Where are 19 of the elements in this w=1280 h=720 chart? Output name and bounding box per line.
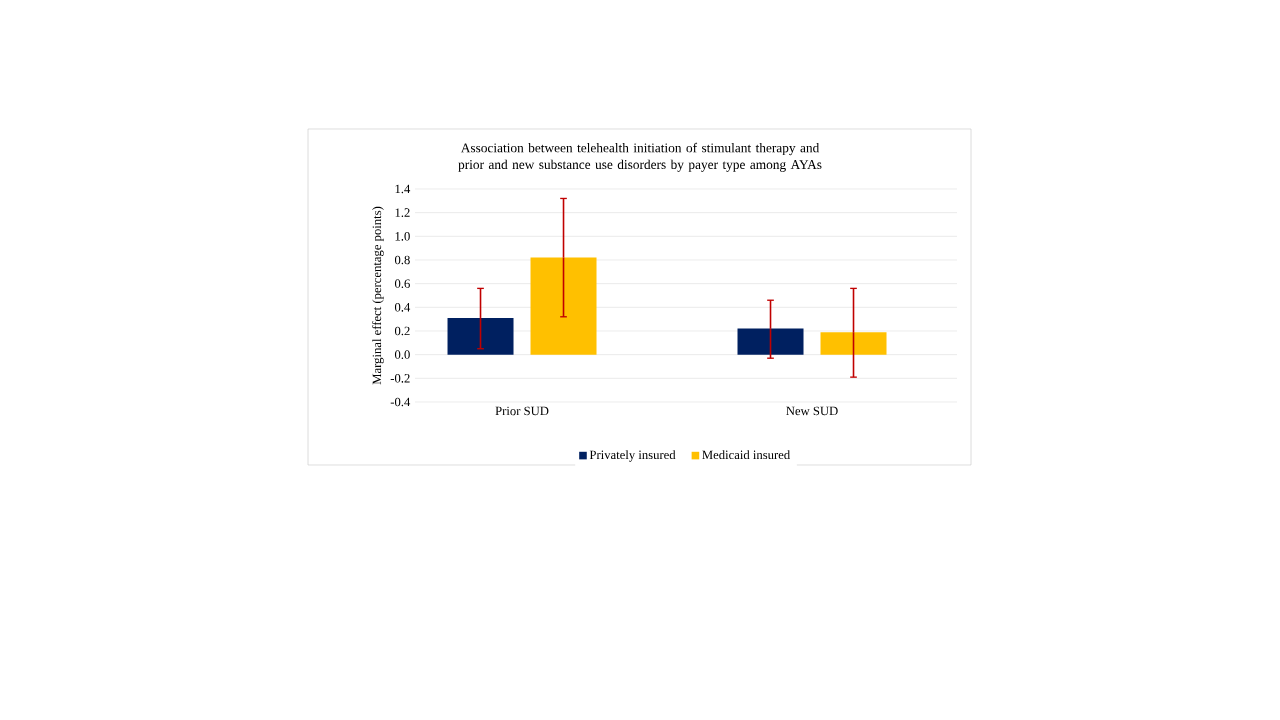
- y-tick-label: 0.4: [394, 303, 411, 312]
- bar: [820, 332, 887, 355]
- chart-title: Association between telehealth initiation of stimulant therapy and prior and new substance use disorders by payer type among AYAs: [458, 142, 822, 172]
- y-tick-label: 1.2: [395, 208, 410, 217]
- y-tick-label: -0.4: [390, 397, 411, 407]
- legend-label: Medicaid insured: [702, 450, 791, 460]
- y-tick-label: 1.4: [395, 184, 411, 194]
- bar: [737, 328, 804, 355]
- legend-label: Privately insured: [589, 450, 676, 462]
- y-tick-label: -0.2: [390, 374, 410, 383]
- y-axis-title: Marginal effect (percentage points): [372, 206, 384, 385]
- y-tick-label: 0.0: [394, 350, 410, 359]
- y-tick-label: 0.8: [394, 255, 410, 265]
- x-tick-label: Prior SUD: [495, 406, 549, 416]
- y-tick-label: 0.2: [394, 326, 410, 336]
- x-tick-label: New SUD: [786, 406, 838, 416]
- y-tick-label: 0.6: [394, 279, 410, 288]
- bar: [447, 317, 514, 355]
- y-tick-label: 1.0: [395, 232, 410, 241]
